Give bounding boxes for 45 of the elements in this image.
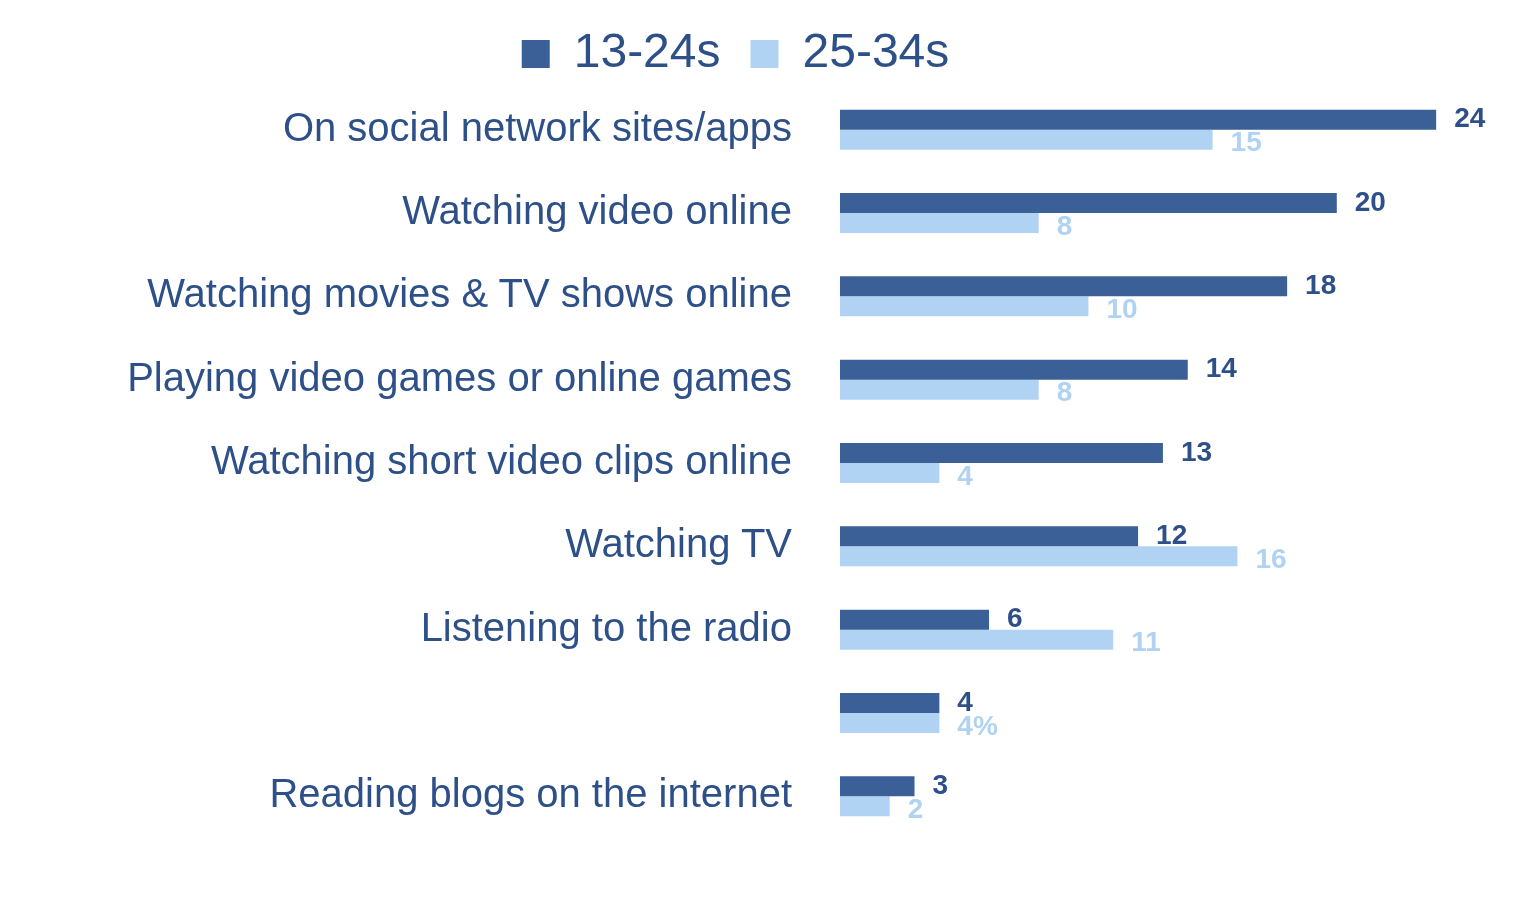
y-tick-label: Watching video online <box>402 188 792 233</box>
bar <box>840 546 1238 567</box>
data-label: 10 <box>1106 293 1138 325</box>
data-label: 18 <box>1305 269 1337 301</box>
bar <box>840 129 1213 150</box>
bar <box>840 609 990 630</box>
data-label: 3 <box>932 769 949 801</box>
y-tick-label: Watching movies & TV shows online <box>147 271 792 316</box>
bar <box>840 379 1039 400</box>
y-tick-label: Watching TV <box>565 521 793 566</box>
y-tick-label: Watching short video clips online <box>210 438 792 483</box>
legend-label: 25-34s <box>802 24 950 78</box>
bar <box>840 359 1188 380</box>
bar <box>840 443 1163 463</box>
bar <box>840 109 1437 130</box>
data-label: 6 <box>1007 602 1023 634</box>
bar <box>840 713 940 733</box>
bar <box>840 526 1139 547</box>
y-tick-label: Listening to the radio <box>420 604 792 649</box>
data-label: 20 <box>1354 185 1386 217</box>
bar <box>840 796 890 817</box>
data-label: 8 <box>1056 376 1073 408</box>
data-label: 11 <box>1131 626 1161 658</box>
bar <box>840 296 1089 317</box>
data-label: 15 <box>1230 126 1262 158</box>
data-label: 12 <box>1156 519 1188 551</box>
bar <box>840 463 940 483</box>
y-tick-label: Reading blogs on the internet <box>269 771 792 816</box>
y-tick-label: Playing video games or online games <box>127 354 792 399</box>
bar <box>840 693 940 713</box>
data-label: 4 <box>957 459 974 491</box>
bar <box>840 213 1039 233</box>
data-label: 8 <box>1056 209 1073 241</box>
bar <box>840 776 915 797</box>
bar <box>840 193 1337 213</box>
y-tick-label: On social network sites/apps <box>282 104 792 149</box>
legend-label: 13-24s <box>573 24 721 78</box>
data-label: 13 <box>1180 435 1213 467</box>
data-label: 4 <box>957 685 974 717</box>
bar <box>840 629 1114 650</box>
data-label: 24 <box>1454 102 1486 134</box>
data-label: 16 <box>1255 543 1287 575</box>
bar <box>840 276 1288 297</box>
data-label: 2 <box>907 793 924 825</box>
data-label: 14 <box>1205 352 1238 384</box>
